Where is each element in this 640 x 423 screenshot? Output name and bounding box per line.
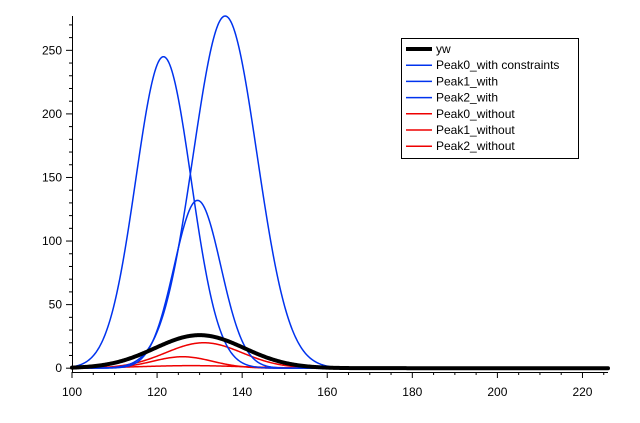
x-tick-label: 120: [147, 385, 167, 399]
legend: yw Peak0_with constraints Peak1_with Peak2_…: [401, 38, 579, 159]
legend-box: [401, 38, 579, 159]
x-tick-label: 200: [487, 385, 507, 399]
x-tick-label: 100: [62, 385, 82, 399]
x-ticks: 100 120 140 160 180 200 220: [62, 372, 605, 399]
legend-label: Peak0_with constraints: [436, 58, 559, 72]
legend-label: yw: [436, 42, 451, 56]
y-tick-label: 0: [55, 361, 62, 375]
x-tick-label: 220: [572, 385, 592, 399]
legend-label: Peak1_with: [436, 74, 498, 88]
y-tick-label: 250: [42, 43, 62, 57]
y-ticks: 0 50 100 150 200 250: [42, 24, 72, 375]
series-line-0: [70, 333, 610, 371]
x-tick-label: 160: [317, 385, 337, 399]
y-tick-label: 100: [42, 234, 62, 248]
x-tick-label: 140: [232, 385, 252, 399]
y-tick-label: 150: [42, 170, 62, 184]
legend-label: Peak2_with: [436, 91, 498, 105]
legend-label: Peak0_without: [436, 107, 515, 121]
y-tick-label: 200: [42, 107, 62, 121]
y-tick-label: 50: [49, 298, 63, 312]
legend-label: Peak1_without: [436, 123, 515, 137]
x-tick-label: 180: [402, 385, 422, 399]
legend-label: Peak2_without: [436, 139, 515, 153]
series-layer: [70, 15, 610, 371]
